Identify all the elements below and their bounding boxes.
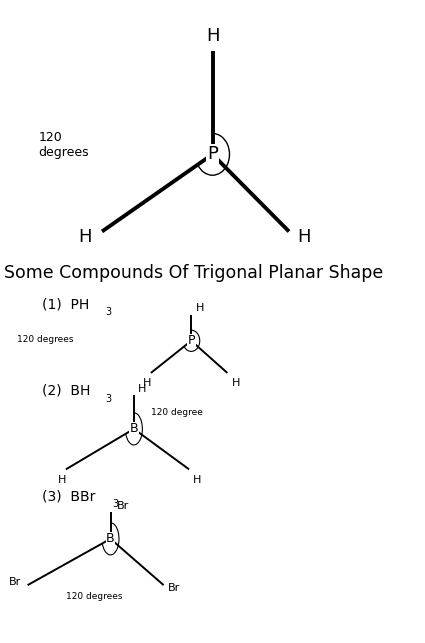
Text: H: H	[232, 378, 240, 388]
Text: P: P	[187, 334, 195, 347]
Text: H: H	[193, 475, 202, 485]
Text: H: H	[78, 228, 91, 246]
Text: P: P	[207, 145, 218, 163]
Text: 3: 3	[113, 499, 119, 509]
Text: Some Compounds Of Trigonal Planar Shape: Some Compounds Of Trigonal Planar Shape	[4, 264, 383, 282]
Text: (3)  BBr: (3) BBr	[42, 489, 96, 503]
Text: H: H	[206, 27, 219, 45]
Text: Br: Br	[168, 583, 180, 593]
Text: Br: Br	[117, 500, 129, 511]
Text: (2)  BH: (2) BH	[42, 384, 91, 398]
Text: 120
degrees: 120 degrees	[38, 131, 89, 159]
Text: B: B	[106, 532, 115, 545]
Text: B: B	[130, 422, 138, 435]
Text: H: H	[298, 228, 311, 246]
Text: H: H	[57, 475, 66, 485]
Text: Br: Br	[9, 577, 21, 587]
Text: H: H	[196, 303, 204, 313]
Text: 120 degrees: 120 degrees	[66, 592, 122, 601]
Text: 120 degree: 120 degree	[151, 408, 203, 417]
Text: H: H	[138, 383, 147, 394]
Text: H: H	[142, 378, 151, 388]
Text: 3: 3	[105, 307, 111, 317]
Text: 3: 3	[105, 394, 111, 404]
Text: (1)  PH: (1) PH	[42, 297, 90, 311]
Text: 120 degrees: 120 degrees	[17, 335, 74, 344]
